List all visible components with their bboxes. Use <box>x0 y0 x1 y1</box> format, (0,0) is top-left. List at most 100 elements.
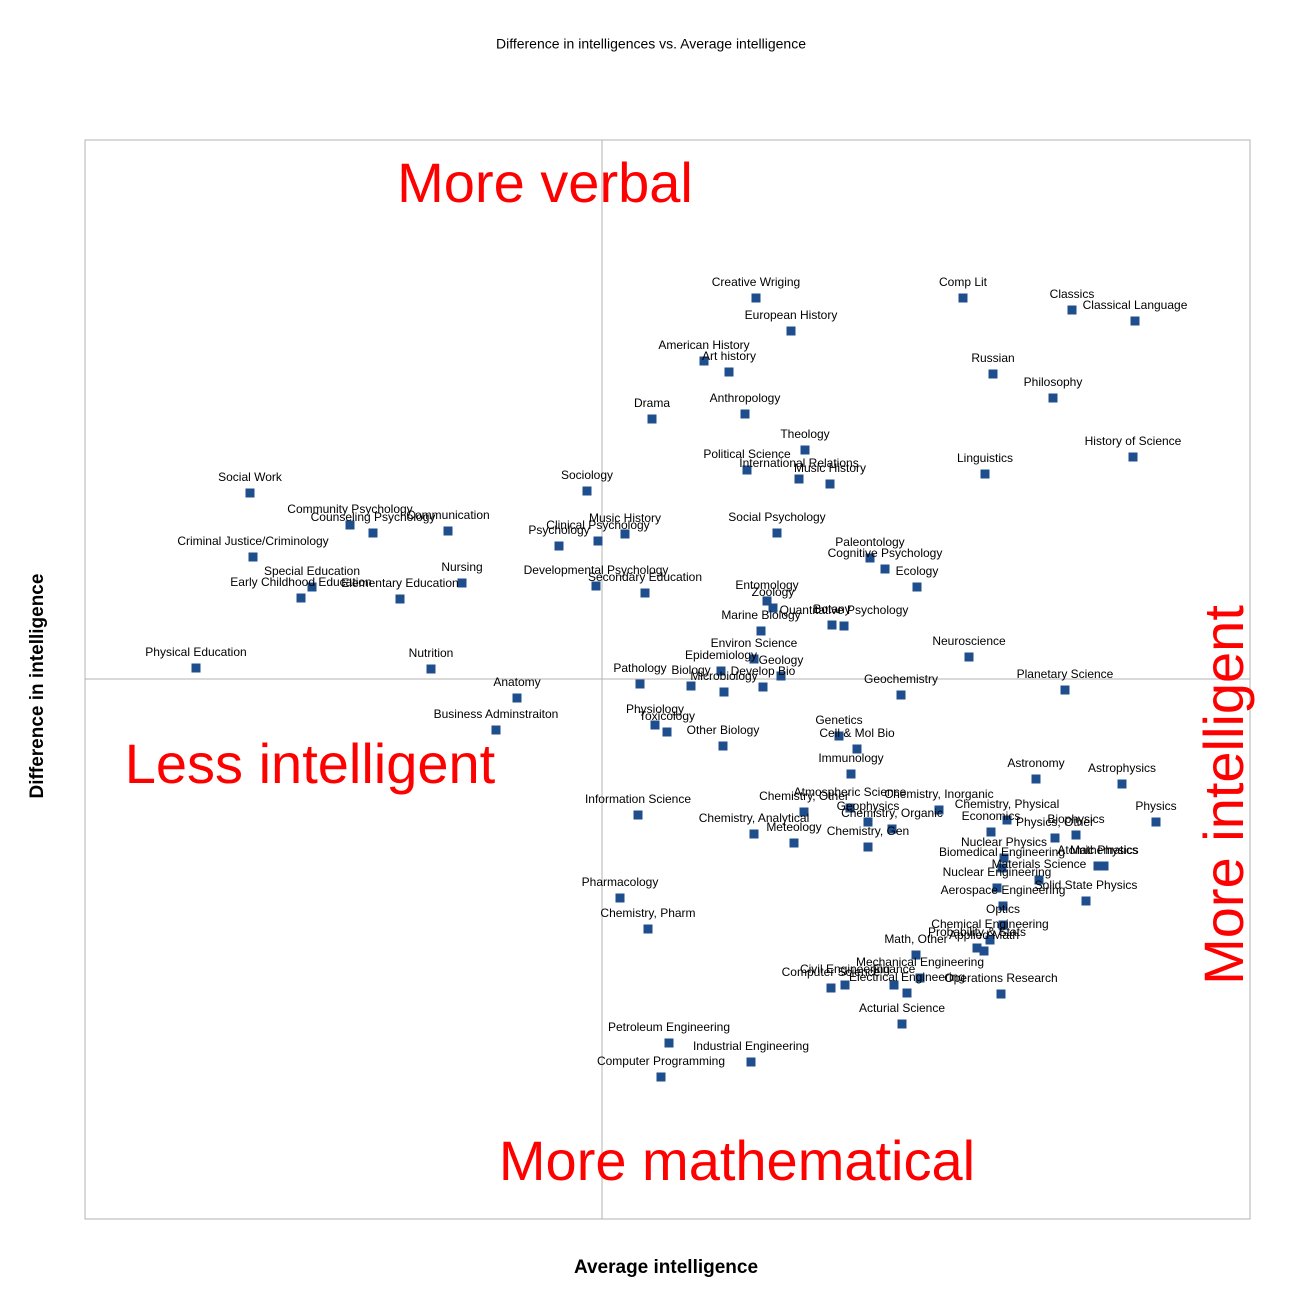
point <box>863 817 873 827</box>
point-label: Other Biology <box>687 723 760 737</box>
point <box>191 663 201 673</box>
point <box>845 803 855 813</box>
point-label: Acturial Science <box>859 1001 945 1015</box>
annotation: More mathematical <box>499 1129 975 1192</box>
point <box>852 744 862 754</box>
annotation: More intelligent <box>1192 605 1255 985</box>
point-label: Computer Programming <box>597 1054 725 1068</box>
point-label: Biophysics <box>1047 812 1104 826</box>
point-label: Chemistry, Physical <box>955 797 1059 811</box>
point <box>426 664 436 674</box>
point-label: Biomedical Engineering <box>939 845 1065 859</box>
point <box>827 620 837 630</box>
point-label: Social Work <box>218 470 283 484</box>
point <box>958 293 968 303</box>
point-label: American History <box>658 338 749 352</box>
point <box>368 528 378 538</box>
point-label: Botany <box>813 602 850 616</box>
point <box>756 626 766 636</box>
point-label: Physics <box>1135 799 1176 813</box>
point-label: Russian <box>971 351 1014 365</box>
point <box>593 536 603 546</box>
point <box>789 838 799 848</box>
point-label: Anatomy <box>493 675 540 689</box>
point <box>800 445 810 455</box>
point-label: Cell & Mol Bio <box>819 726 895 740</box>
point-label: Geophysics <box>837 799 900 813</box>
point <box>1093 861 1103 871</box>
point <box>443 526 453 536</box>
point-label: Nursing <box>441 560 482 574</box>
point-label: Materials Science <box>992 857 1087 871</box>
point <box>662 727 672 737</box>
point-label: Geology <box>759 653 804 667</box>
point <box>746 1057 756 1067</box>
point <box>846 769 856 779</box>
point-label: Solid State Physics <box>1035 878 1138 892</box>
point <box>896 690 906 700</box>
point <box>985 935 995 945</box>
point-label: Philosophy <box>1024 375 1083 389</box>
point-label: Secondary Education <box>588 570 702 584</box>
point <box>1151 817 1161 827</box>
point-label: Nuclear Engineering <box>943 865 1052 879</box>
point <box>719 687 729 697</box>
point <box>911 950 921 960</box>
point <box>768 603 778 613</box>
point <box>912 582 922 592</box>
point <box>740 409 750 419</box>
point-label: Computer Science <box>782 965 881 979</box>
point-label: Marine Biology <box>721 608 800 622</box>
point <box>615 893 625 903</box>
point-label: Planetary Science <box>1017 667 1114 681</box>
point-label: Atmospheric Science <box>794 785 907 799</box>
point-label: Astronomy <box>1007 756 1064 770</box>
point <box>1099 861 1109 871</box>
point <box>996 989 1006 999</box>
point <box>699 356 709 366</box>
point-label: Business Adminstraiton <box>434 707 559 721</box>
point-label: Nuclear Physics <box>961 835 1047 849</box>
point <box>296 593 306 603</box>
point-label: Mathematics <box>1070 843 1138 857</box>
point <box>972 943 982 953</box>
point <box>1117 779 1127 789</box>
point <box>934 805 944 815</box>
point-label: Zoology <box>752 585 795 599</box>
point <box>395 594 405 604</box>
point-label: Political Science <box>703 447 791 461</box>
point <box>686 681 696 691</box>
point <box>345 520 355 530</box>
point <box>248 552 258 562</box>
point <box>664 1038 674 1048</box>
point-label: Meteology <box>766 820 821 834</box>
point <box>1048 393 1058 403</box>
point-label: Paleontology <box>835 535 904 549</box>
point-label: Creative Wriging <box>712 275 800 289</box>
y-axis-label: Difference in intelligence <box>27 574 48 799</box>
point <box>245 488 255 498</box>
point-label: Physiology <box>626 702 684 716</box>
point-label: Immunology <box>818 751 883 765</box>
point <box>980 469 990 479</box>
point <box>826 983 836 993</box>
point-label: Entomology <box>735 578 798 592</box>
point-label: Classics <box>1050 287 1095 301</box>
point-label: Civil Engineering <box>800 962 890 976</box>
point <box>902 988 912 998</box>
point <box>742 465 752 475</box>
point <box>643 924 653 934</box>
point <box>749 654 759 664</box>
point-label: Atomic Physics <box>1057 843 1138 857</box>
point-label: Genetics <box>815 713 862 727</box>
point-label: Clinical Psychology <box>546 518 649 532</box>
point <box>825 479 835 489</box>
point-label: Information Science <box>585 792 691 806</box>
point <box>633 810 643 820</box>
point-label: Chemical Engineering <box>931 917 1048 931</box>
point <box>840 980 850 990</box>
point-label: Mechanical Engineering <box>856 955 984 969</box>
point-label: Develop Bio <box>731 664 796 678</box>
point <box>650 720 660 730</box>
